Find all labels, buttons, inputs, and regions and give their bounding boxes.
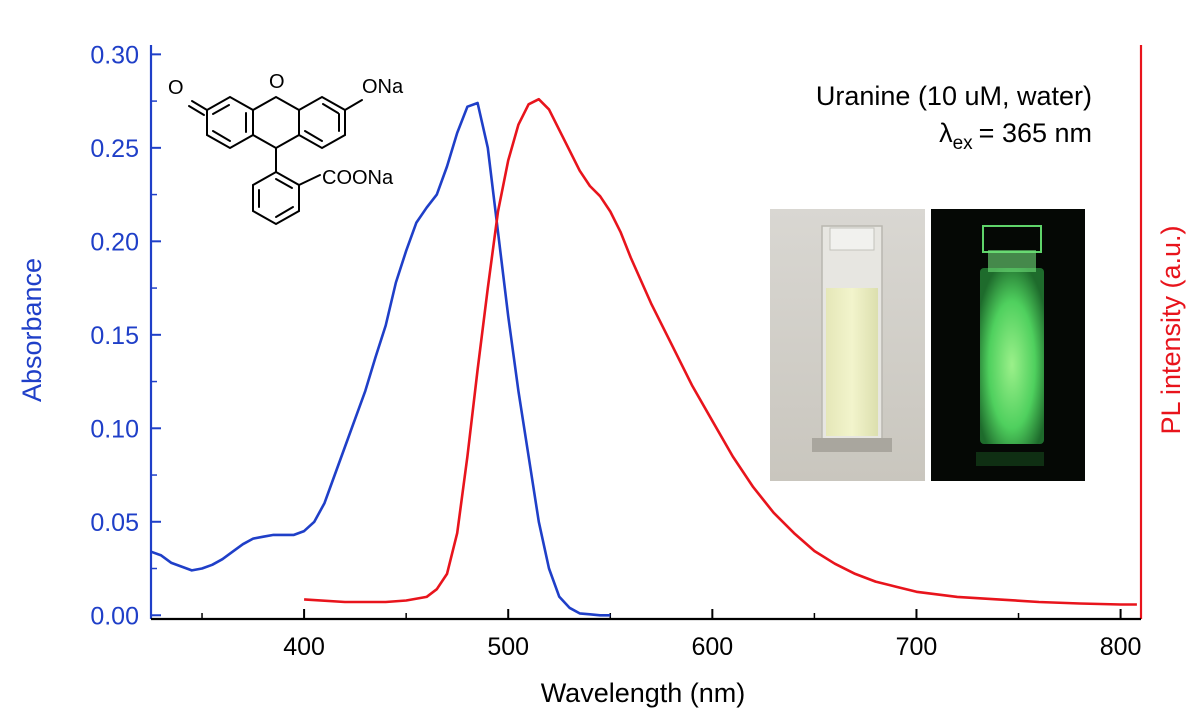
excitation-annotation: λex = 365 nm: [939, 118, 1092, 154]
lambda-subscript: ex: [953, 133, 974, 154]
left-y-axis-title: Absorbance: [17, 258, 47, 402]
x-tick-label: 400: [283, 633, 325, 661]
series-layer: [150, 97, 1137, 617]
uranine-structure: O O ONa COONa: [168, 71, 404, 226]
ona-label: ONa: [362, 76, 404, 98]
y-left-tick-label: 0.00: [90, 602, 139, 630]
y-left-tick-label: 0.25: [90, 135, 139, 163]
right-y-axis-title: PL intensity (a.u.): [1156, 225, 1186, 434]
y-left-tick-label: 0.20: [90, 228, 139, 256]
y-left-tick-label: 0.30: [90, 41, 139, 69]
coona-label: COONa: [322, 167, 394, 189]
carbonyl-oxygen-label: O: [168, 77, 184, 99]
lambda-symbol: λ: [939, 118, 953, 148]
x-tick-label: 600: [691, 633, 733, 661]
pl-intensity-line: [304, 97, 1137, 606]
x-ticks: 400 500 600 700 800: [201, 609, 1142, 661]
y-left-tick-label: 0.05: [90, 509, 139, 537]
cuvette-photo-uv: [931, 209, 1085, 481]
x-tick-label: 700: [896, 633, 938, 661]
x-tick-label: 800: [1100, 633, 1142, 661]
lambda-value: = 365 nm: [979, 118, 1092, 148]
ring-oxygen-label: O: [269, 71, 285, 93]
y-left-tick-label: 0.10: [90, 415, 139, 443]
sample-annotation: Uranine (10 uM, water): [816, 81, 1092, 111]
cuvette-photo-daylight: [770, 209, 925, 481]
x-axis-title: Wavelength (nm): [541, 678, 746, 708]
x-tick-label: 500: [487, 633, 529, 661]
absorbance-line: [150, 101, 611, 617]
svg-text:λex= 365 nm: λex = 365 nm: [939, 118, 1092, 154]
y-left-ticks: 0.00 0.05 0.10 0.15 0.20 0.25 0.30: [90, 41, 161, 630]
axes: [149, 45, 1143, 621]
y-left-tick-label: 0.15: [90, 322, 139, 350]
